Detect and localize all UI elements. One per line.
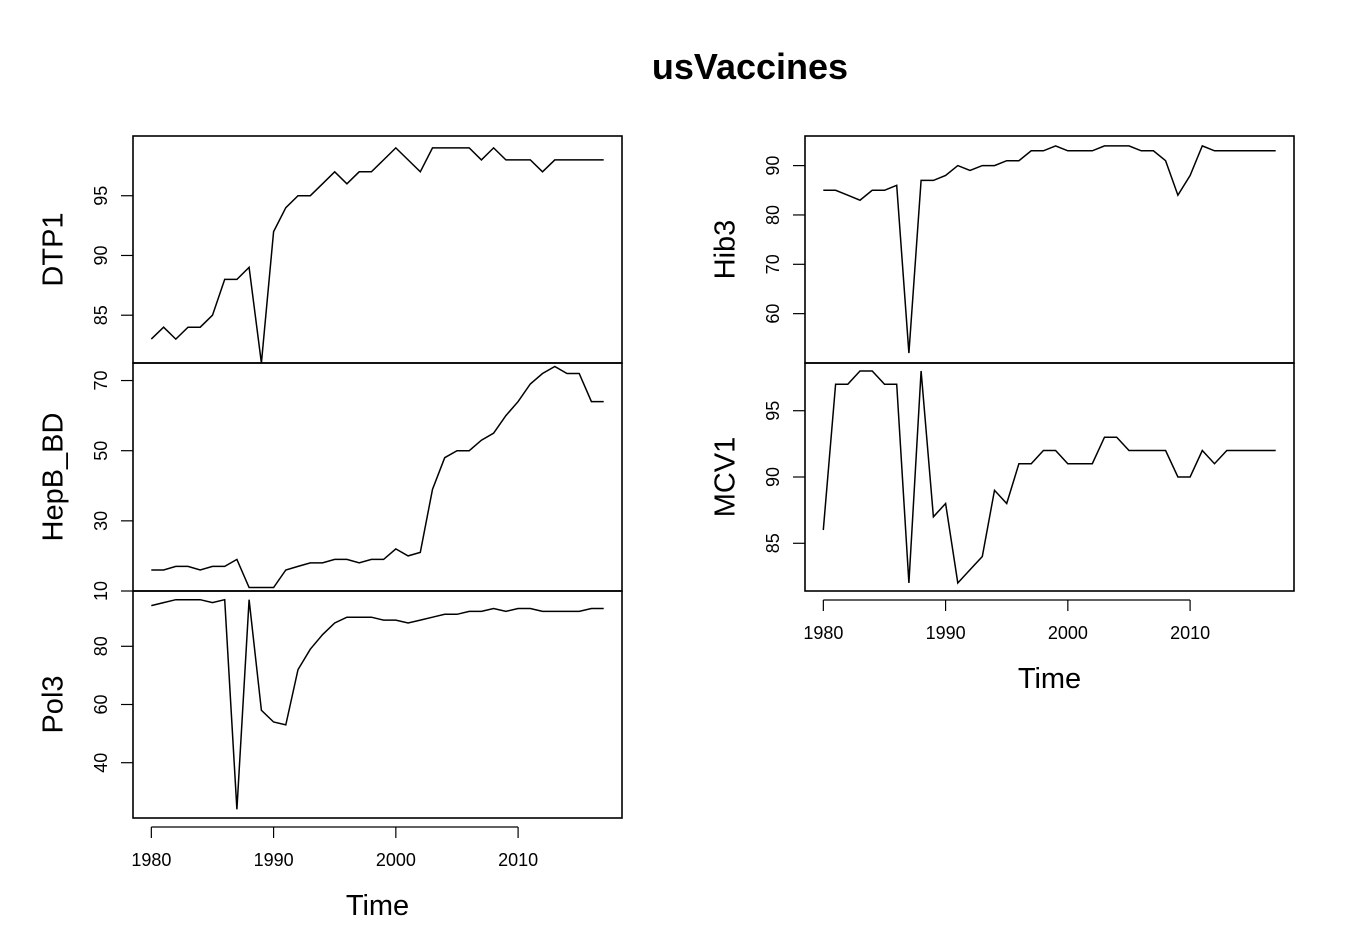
mcv1-series-line: [822, 370, 1276, 585]
mcv1-axis-label: MCV1: [710, 437, 742, 518]
pol3-xtick-label: 1980: [131, 850, 171, 870]
pol3-axis-label: Pol3: [38, 675, 70, 733]
dtp1-ytick-label: 90: [91, 245, 111, 265]
hepb-bd-ytick-label: 10: [91, 581, 111, 601]
mcv1-ytick-label: 90: [763, 467, 783, 487]
mcv1-panel-frame: [804, 362, 1295, 592]
hepb-bd-ytick-label: 30: [91, 511, 111, 531]
hib3-axis-label: Hib3: [710, 220, 742, 280]
hepb-bd-panel-frame: [132, 362, 623, 592]
hib3-panel-frame: [804, 135, 1295, 364]
hib3-series-line: [823, 144, 1276, 354]
pol3-ytick-label: 40: [91, 753, 111, 773]
mcv1-ytick-label: 85: [763, 533, 783, 553]
pol3-xtick-label: 2010: [498, 850, 538, 870]
dtp1-axis-label: DTP1: [38, 212, 70, 286]
pol3-x-axis-title: Time: [346, 890, 409, 922]
pol3-panel-frame: [132, 590, 623, 819]
mcv1-x-axis-title: Time: [1018, 663, 1081, 695]
pol3-series-line: [151, 598, 604, 810]
hib3-ytick-label: 60: [763, 304, 783, 324]
dtp1-ytick-label: 85: [91, 305, 111, 325]
mcv1-xtick-label: 1980: [803, 623, 843, 643]
hepb-bd-series-line: [151, 365, 604, 589]
hepb-bd-ytick-label: 50: [91, 441, 111, 461]
hib3-ytick-label: 80: [763, 205, 783, 225]
mcv1-xtick-label: 2000: [1048, 623, 1088, 643]
mcv1-ytick-label: 95: [763, 401, 783, 421]
pol3-xtick-label: 2000: [376, 850, 416, 870]
pol3-ytick-label: 60: [91, 694, 111, 714]
mcv1-xtick-label: 1990: [926, 623, 966, 643]
hepb-bd-axis-label: HepB_BD: [38, 413, 70, 542]
hepb-bd-ytick-label: 70: [91, 371, 111, 391]
dtp1-series-line: [150, 146, 604, 364]
dtp1-panel-frame: [132, 135, 623, 364]
dtp1-ytick-label: 95: [91, 186, 111, 206]
mcv1-xtick-label: 2010: [1170, 623, 1210, 643]
hib3-ytick-label: 70: [763, 254, 783, 274]
pol3-ytick-label: 80: [91, 636, 111, 656]
chart-title: usVaccines: [652, 46, 848, 87]
hib3-ytick-label: 90: [763, 156, 783, 176]
pol3-xtick-label: 1990: [254, 850, 294, 870]
